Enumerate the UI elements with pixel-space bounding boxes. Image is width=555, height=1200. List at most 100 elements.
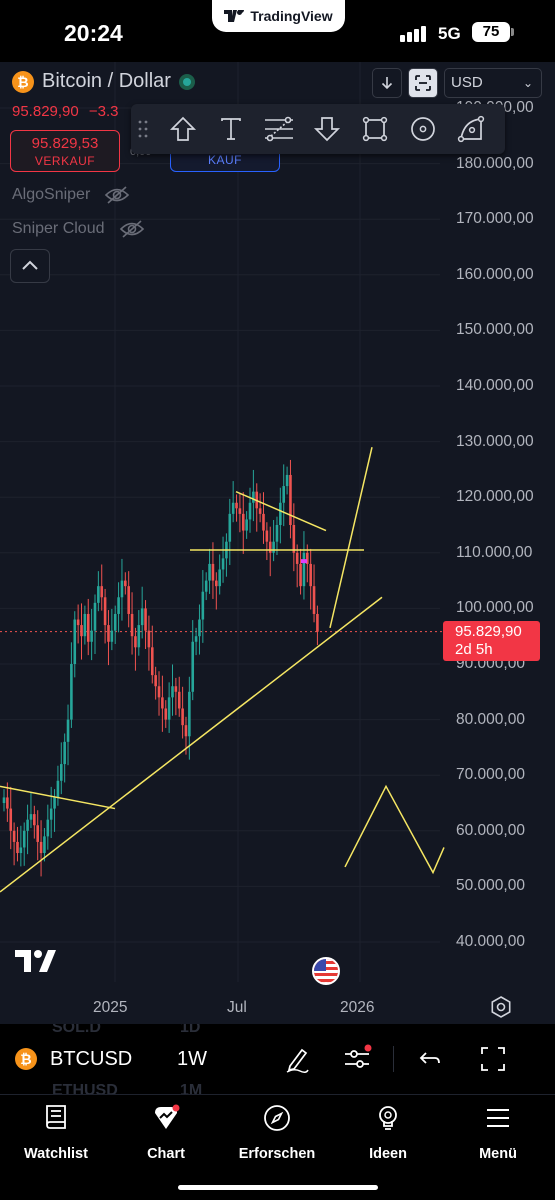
candle-body (117, 597, 120, 614)
time-label-2026: 2026 (340, 999, 375, 1016)
candle-body (184, 725, 188, 737)
candle-body (150, 647, 154, 676)
currency-select[interactable]: USD ⌄ (444, 68, 542, 98)
candle-body (100, 586, 104, 598)
fib-tool[interactable] (255, 109, 303, 149)
indicators-icon[interactable] (342, 1044, 372, 1074)
candle-body (157, 686, 161, 698)
indicator-algosniper[interactable]: AlgoSniper (12, 186, 130, 204)
nav-menu[interactable]: Menü (443, 1103, 553, 1162)
nav-ideas[interactable]: Ideen (333, 1103, 443, 1162)
collapse-indicators-button[interactable] (10, 249, 50, 283)
arrow-up-tool[interactable] (159, 109, 207, 149)
us-flag-icon[interactable] (312, 957, 340, 985)
candle-body (164, 708, 168, 720)
circle-icon (411, 117, 435, 141)
arc-tool[interactable] (447, 109, 495, 149)
app-indicator-pill: TradingView (212, 0, 345, 32)
lightbulb-icon (379, 1106, 397, 1130)
current-price: 95.829,90 (455, 623, 522, 640)
symbol-search-button[interactable]: BTCUSD (50, 1048, 133, 1070)
trendline-support[interactable] (0, 596, 383, 893)
indicator-sniper-cloud[interactable]: Sniper Cloud (12, 220, 145, 238)
candle-body (312, 586, 316, 614)
candle-body (63, 741, 66, 765)
candle-body (262, 513, 265, 531)
candle-body (306, 552, 309, 564)
cell-signal-icon (400, 26, 426, 42)
nav-label: Chart (147, 1146, 185, 1162)
candle-body (29, 814, 33, 820)
nav-label: Watchlist (24, 1146, 88, 1162)
bar-countdown: 2d 5h (455, 641, 493, 658)
interval-button[interactable]: 1W (177, 1048, 207, 1070)
drawing-toolbar[interactable] (131, 104, 505, 154)
candle-body (120, 580, 124, 598)
eye-hidden-icon[interactable] (104, 186, 130, 204)
nav-label: Menü (479, 1146, 517, 1162)
candle-body (211, 563, 215, 581)
undo-icon[interactable] (415, 1044, 445, 1074)
nav-explore[interactable]: Erforschen (222, 1103, 332, 1162)
candle-body (241, 513, 245, 531)
time-label-2025: 2025 (93, 999, 128, 1016)
nav-chart[interactable]: Chart (111, 1103, 221, 1162)
price-chart[interactable] (0, 62, 555, 1024)
marker-dot (301, 559, 307, 564)
battery-icon: 75 (472, 22, 510, 42)
arc-icon (457, 115, 485, 143)
candle-body (12, 830, 16, 842)
candle-body (134, 636, 137, 648)
book-icon (46, 1105, 66, 1129)
trendline-resistance[interactable] (235, 490, 327, 532)
eye-hidden-icon[interactable] (119, 220, 145, 238)
candle-body (174, 686, 178, 692)
pen-icon[interactable] (282, 1044, 312, 1074)
chart-panel[interactable]: ₿ Bitcoin / Dollar 95.829,90 −3.3 95.829… (0, 62, 555, 1024)
fibonacci-icon (265, 116, 293, 142)
rectangle-tool[interactable] (351, 109, 399, 149)
projection-up[interactable] (329, 446, 373, 629)
select-frame-icon (415, 75, 431, 91)
symbol-header[interactable]: ₿ Bitcoin / Dollar (12, 70, 195, 93)
trendline-early[interactable] (0, 785, 116, 810)
sell-label: VERKAUF (34, 154, 96, 168)
price-axis-label: 130.000,00 (456, 432, 534, 450)
chart-settings-icon[interactable] (490, 996, 512, 1018)
candle-body (295, 552, 299, 564)
price-axis-label: 50.000,00 (456, 877, 525, 895)
arrow-down-icon (381, 77, 393, 90)
sell-button[interactable]: 95.829,53 VERKAUF (10, 130, 120, 172)
chart-icon (155, 1104, 180, 1129)
candle-body (124, 580, 127, 587)
arrow-down-tool[interactable] (303, 109, 351, 149)
price-axis-label: 110.000,00 (456, 543, 533, 561)
circle-tool[interactable] (399, 109, 447, 149)
candle-body (80, 625, 83, 637)
nav-watchlist[interactable]: Watchlist (1, 1103, 111, 1162)
candle-body (299, 563, 302, 587)
network-type: 5G (438, 24, 461, 43)
candle-body (113, 613, 117, 631)
candle-body (73, 619, 77, 664)
candle-body (103, 597, 107, 626)
price-change: −3.3 (88, 103, 119, 120)
arrow-mark-up-icon (169, 116, 197, 141)
candle-body (26, 819, 29, 831)
projection-zigzag[interactable] (344, 784, 445, 875)
rectangle-icon (362, 116, 388, 142)
candle-body (198, 619, 201, 637)
crosshair-mode-button[interactable] (408, 68, 438, 98)
redo-icon[interactable] (538, 1044, 555, 1074)
fullscreen-icon[interactable] (478, 1044, 508, 1074)
candle-body (282, 486, 286, 503)
drag-handle-icon[interactable] (137, 119, 149, 139)
download-button[interactable] (372, 68, 402, 98)
candle-body (97, 586, 100, 603)
sell-price: 95.829,53 (31, 135, 99, 152)
candle-body (275, 525, 279, 542)
candle-body (258, 508, 262, 514)
text-tool[interactable] (207, 109, 255, 149)
battery-tip (511, 28, 514, 36)
candle-body (6, 797, 9, 809)
